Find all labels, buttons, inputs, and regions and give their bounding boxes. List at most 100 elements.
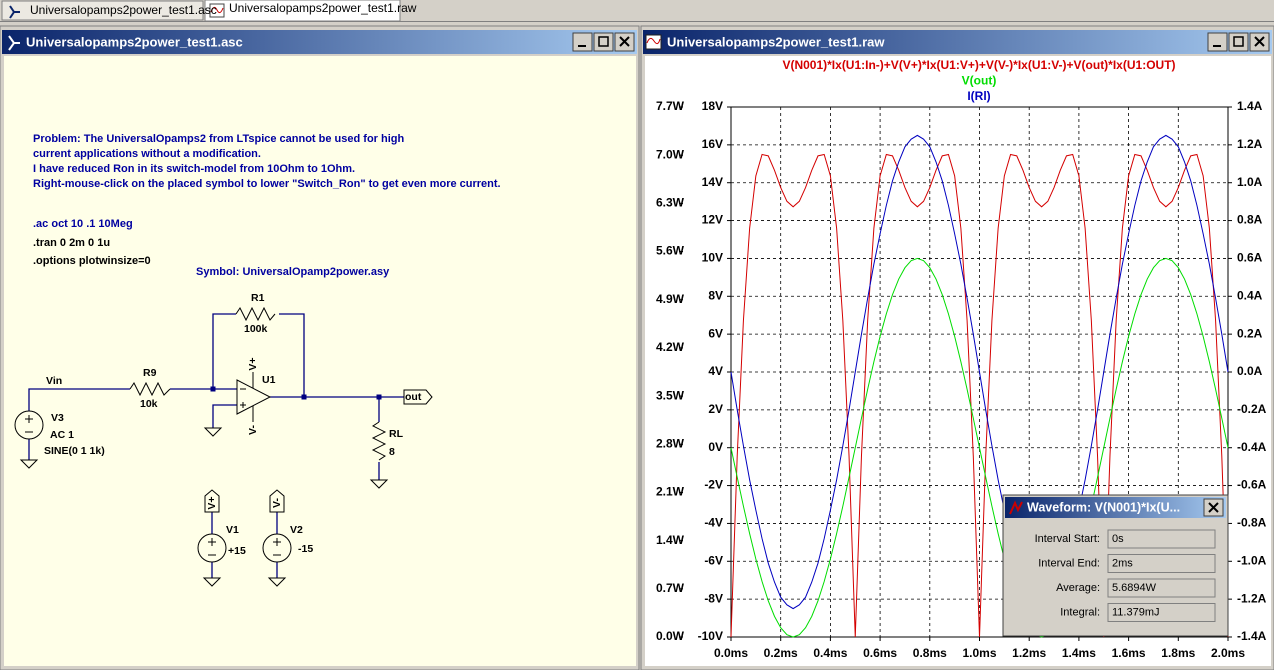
field-box	[1107, 603, 1216, 622]
component-label: V+	[206, 496, 218, 509]
schematic-canvas	[4, 56, 636, 666]
source-sign	[208, 538, 216, 556]
maximize-button[interactable]	[1228, 32, 1249, 52]
y-tick-label: -1.2A	[1237, 591, 1267, 605]
y-tick-label: 0.0A	[1237, 364, 1263, 378]
x-tick-label: 1.6ms	[1112, 646, 1146, 660]
field-label: Interval Start:	[1035, 533, 1100, 545]
dialog-title: Waveform: V(N001)*Ix(U...	[1027, 500, 1180, 514]
window-icon	[646, 37, 661, 45]
close-glyph	[1208, 502, 1219, 513]
component-label: V3	[51, 412, 64, 424]
tab-active[interactable]	[204, 0, 401, 22]
y-tick-label: 3.5W	[656, 388, 685, 402]
y-tick-label: 5.6W	[656, 244, 685, 258]
source-sign	[273, 538, 281, 556]
symbol-label: Symbol: UniversalOpamp2power.asy	[196, 266, 390, 278]
tab[interactable]	[1, 0, 204, 21]
y-tick-label: 1.4A	[1237, 99, 1263, 113]
ground	[19, 459, 39, 469]
y-tick-label: 0.8A	[1237, 213, 1263, 227]
y-tick-label: -1.0A	[1237, 553, 1267, 567]
field-label: Average:	[1056, 582, 1100, 594]
note: Problem: The UniversalOpamps2 from LTspi…	[33, 133, 404, 145]
y-tick-label: 0.4A	[1237, 288, 1263, 302]
y-tick-label: 0V	[708, 440, 723, 454]
y-tick-label: 2.1W	[656, 485, 685, 499]
resistor	[129, 381, 171, 397]
ground	[369, 479, 389, 489]
y-tick-label: 1.0A	[1237, 175, 1263, 189]
y-tick-label: -0.2A	[1237, 402, 1267, 416]
tab-label: Universalopamps2power_test1.asc	[30, 3, 217, 17]
component-label: V+	[247, 357, 259, 370]
field-value: 2ms	[1112, 557, 1133, 569]
field-box	[1107, 554, 1216, 573]
component-label: SINE(0 1 1k)	[44, 445, 105, 457]
component-label: 8	[389, 446, 395, 458]
x-tick-label: 1.4ms	[1062, 646, 1096, 660]
y-tick-label: 1.4W	[656, 533, 685, 547]
y-tick-label: 6.3W	[656, 196, 685, 210]
legend-entry: I(Rl)	[967, 89, 990, 103]
legend-entry: V(N001)*Ix(U1:In-)+V(V+)*Ix(U1:V+)+V(V-)…	[782, 58, 1175, 72]
y-tick-label: 12V	[702, 213, 723, 227]
series-line	[730, 134, 1229, 610]
component-label: R9	[143, 367, 157, 379]
title-bar	[2, 30, 637, 54]
y-tick-label: 7.7W	[656, 99, 685, 113]
y-tick-label: 7.0W	[656, 147, 685, 161]
field-box	[1107, 529, 1216, 549]
tab-label: Universalopamps2power_test1.raw	[229, 1, 417, 15]
x-tick-label: 1.2ms	[1012, 646, 1046, 660]
close-glyph	[619, 36, 630, 47]
field-value: 11.379mJ	[1112, 606, 1160, 618]
component-label: out	[405, 391, 422, 403]
voltage-source	[197, 533, 227, 563]
y-tick-label: 16V	[702, 137, 723, 151]
junction	[210, 386, 216, 392]
out-flag	[403, 389, 433, 405]
component-label: R1	[251, 292, 265, 304]
y-tick-label: 1.2A	[1237, 137, 1263, 151]
field-label: Integral:	[1060, 606, 1100, 618]
component-label: AC 1	[50, 429, 74, 441]
x-tick-label: 0.4ms	[813, 646, 847, 660]
series-line	[730, 257, 1229, 638]
window-icon	[8, 35, 20, 51]
maximize-glyph	[598, 36, 609, 47]
y-tick-label: -1.4A	[1237, 629, 1267, 643]
directive: .tran 0 2m 0 1u	[33, 237, 110, 249]
component-label: V2	[290, 524, 303, 536]
directive: .ac oct 10 .1 10Meg	[33, 218, 133, 230]
y-tick-label: 6V	[708, 326, 723, 340]
y-tick-label: 4V	[708, 364, 723, 378]
minimize-button[interactable]	[1207, 32, 1228, 52]
series-line	[730, 153, 1229, 638]
y-tick-label: -8V	[704, 591, 723, 605]
y-tick-label: 0.7W	[656, 581, 685, 595]
wire	[28, 313, 404, 578]
legend-entry: V(out)	[962, 74, 997, 88]
y-tick-label: -0.4A	[1237, 440, 1267, 454]
resistor	[371, 421, 387, 461]
component-label: U1	[262, 374, 276, 386]
supply-flag	[204, 489, 220, 513]
maximize-button[interactable]	[593, 32, 614, 52]
dialog-icon	[1009, 500, 1023, 515]
minimize-button[interactable]	[572, 32, 593, 52]
component-label: V-	[247, 425, 259, 435]
y-tick-label: 14V	[702, 175, 723, 189]
ground	[267, 577, 287, 587]
component-label: Vin	[46, 375, 62, 387]
close-glyph	[1254, 36, 1265, 47]
field-box	[1107, 578, 1216, 598]
field-value: 0s	[1112, 533, 1124, 545]
note: I have reduced Ron in its switch-model f…	[33, 163, 355, 175]
title-bar	[643, 30, 1272, 54]
x-tick-label: 0.8ms	[913, 646, 947, 660]
tab-icon	[210, 6, 224, 14]
x-tick-label: 1.0ms	[962, 646, 996, 660]
